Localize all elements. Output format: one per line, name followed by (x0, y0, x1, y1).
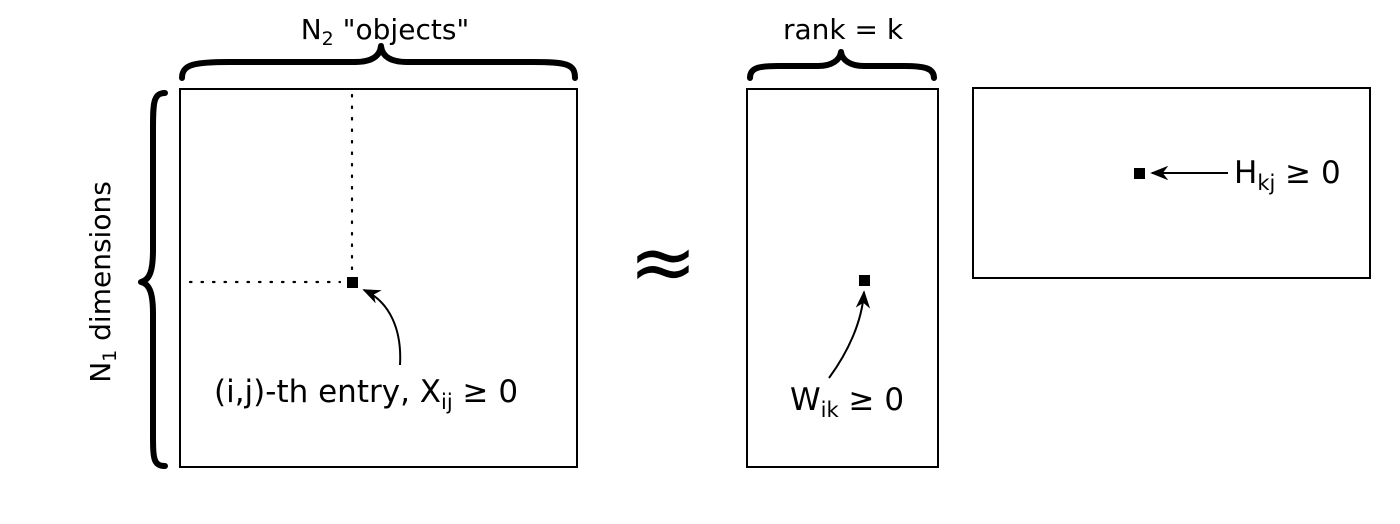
n1-brace (138, 90, 168, 469)
matrix-h (972, 87, 1371, 279)
n2-label: N2 "objects" (301, 13, 470, 50)
rank-label: rank = k (783, 13, 904, 46)
n2-brace (179, 43, 578, 81)
x-entry-marker (347, 277, 358, 288)
h-entry-marker (1134, 168, 1145, 179)
matrix-w (746, 88, 939, 468)
w-entry-arrow (828, 290, 871, 379)
matrix-x (179, 88, 578, 468)
w-entry-marker (859, 275, 870, 286)
x-entry-arrow (362, 289, 402, 366)
approx-symbol: ≈ (629, 215, 698, 310)
w-entry-label: Wik ≥ 0 (790, 382, 904, 422)
n1-label: N1 dimensions (84, 181, 121, 383)
x-entry-label: (i,j)-th entry, Xij ≥ 0 (214, 374, 518, 414)
rank-brace (747, 49, 937, 81)
h-entry-label: Hkj ≥ 0 (1234, 155, 1341, 195)
